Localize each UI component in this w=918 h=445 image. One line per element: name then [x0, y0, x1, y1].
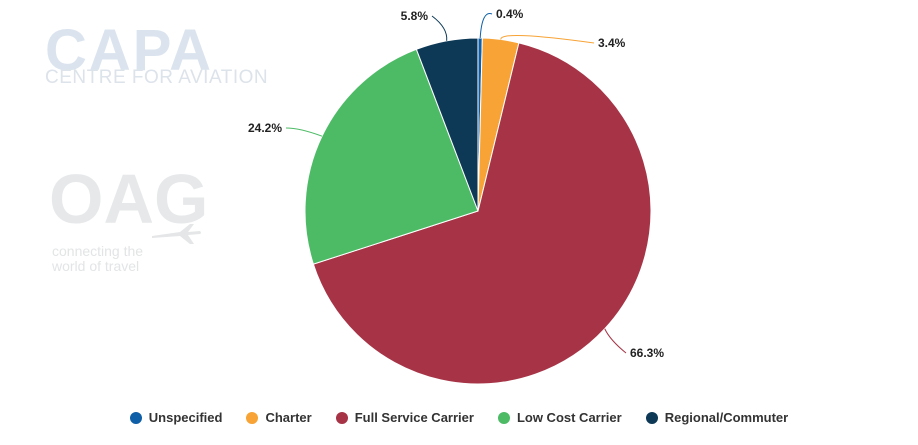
oag-watermark-tagline-2: world of travel [52, 258, 140, 274]
legend-marker [129, 411, 142, 424]
legend-marker [645, 411, 658, 424]
pie-slice-regional-commuter [415, 37, 479, 212]
leader-line-low-cost-carrier [285, 127, 323, 137]
data-label-low-cost-carrier: 24.2% [248, 121, 282, 135]
data-label-full-service-carrier: 66.3% [630, 346, 664, 360]
legend-marker [246, 411, 259, 424]
legend-label: Full Service Carrier [354, 410, 474, 425]
legend-label: Regional/Commuter [664, 410, 789, 425]
oag-watermark-tagline-1: connecting the [52, 243, 144, 259]
capa-watermark-logo: CAPA [45, 18, 214, 83]
oag-watermark-logo: OAG [49, 160, 209, 238]
legend-item-unspecified[interactable]: Unspecified [129, 410, 223, 425]
data-label-unspecified: 0.4% [496, 7, 524, 21]
legend-label: Unspecified [148, 410, 223, 425]
pie-slice-low-cost-carrier [304, 48, 479, 265]
plane-icon [152, 224, 201, 244]
capa-watermark-subtitle: CENTRE FOR AVIATION [45, 67, 269, 88]
legend-marker [497, 411, 510, 424]
legend-item-regional-commuter[interactable]: Regional/Commuter [645, 410, 789, 425]
leader-line-charter [500, 35, 595, 44]
leader-line-full-service-carrier [604, 328, 627, 354]
data-label-regional-commuter: 5.8% [401, 9, 429, 23]
legend-item-full-service-carrier[interactable]: Full Service Carrier [335, 410, 474, 425]
data-label-charter: 3.4% [598, 36, 626, 50]
chart-legend: Unspecified Charter Full Service Carrier Lo… [0, 410, 918, 425]
pie-chart: 0.4% 3.4% 66.3% 24.2% 5.8% [248, 7, 664, 385]
legend-item-charter[interactable]: Charter [246, 410, 312, 425]
leader-line-regional-commuter [431, 15, 448, 41]
legend-item-low-cost-carrier[interactable]: Low Cost Carrier [497, 410, 622, 425]
legend-marker [335, 411, 348, 424]
legend-label: Charter [265, 410, 312, 425]
leader-line-unspecified [479, 13, 493, 39]
legend-label: Low Cost Carrier [516, 410, 622, 425]
